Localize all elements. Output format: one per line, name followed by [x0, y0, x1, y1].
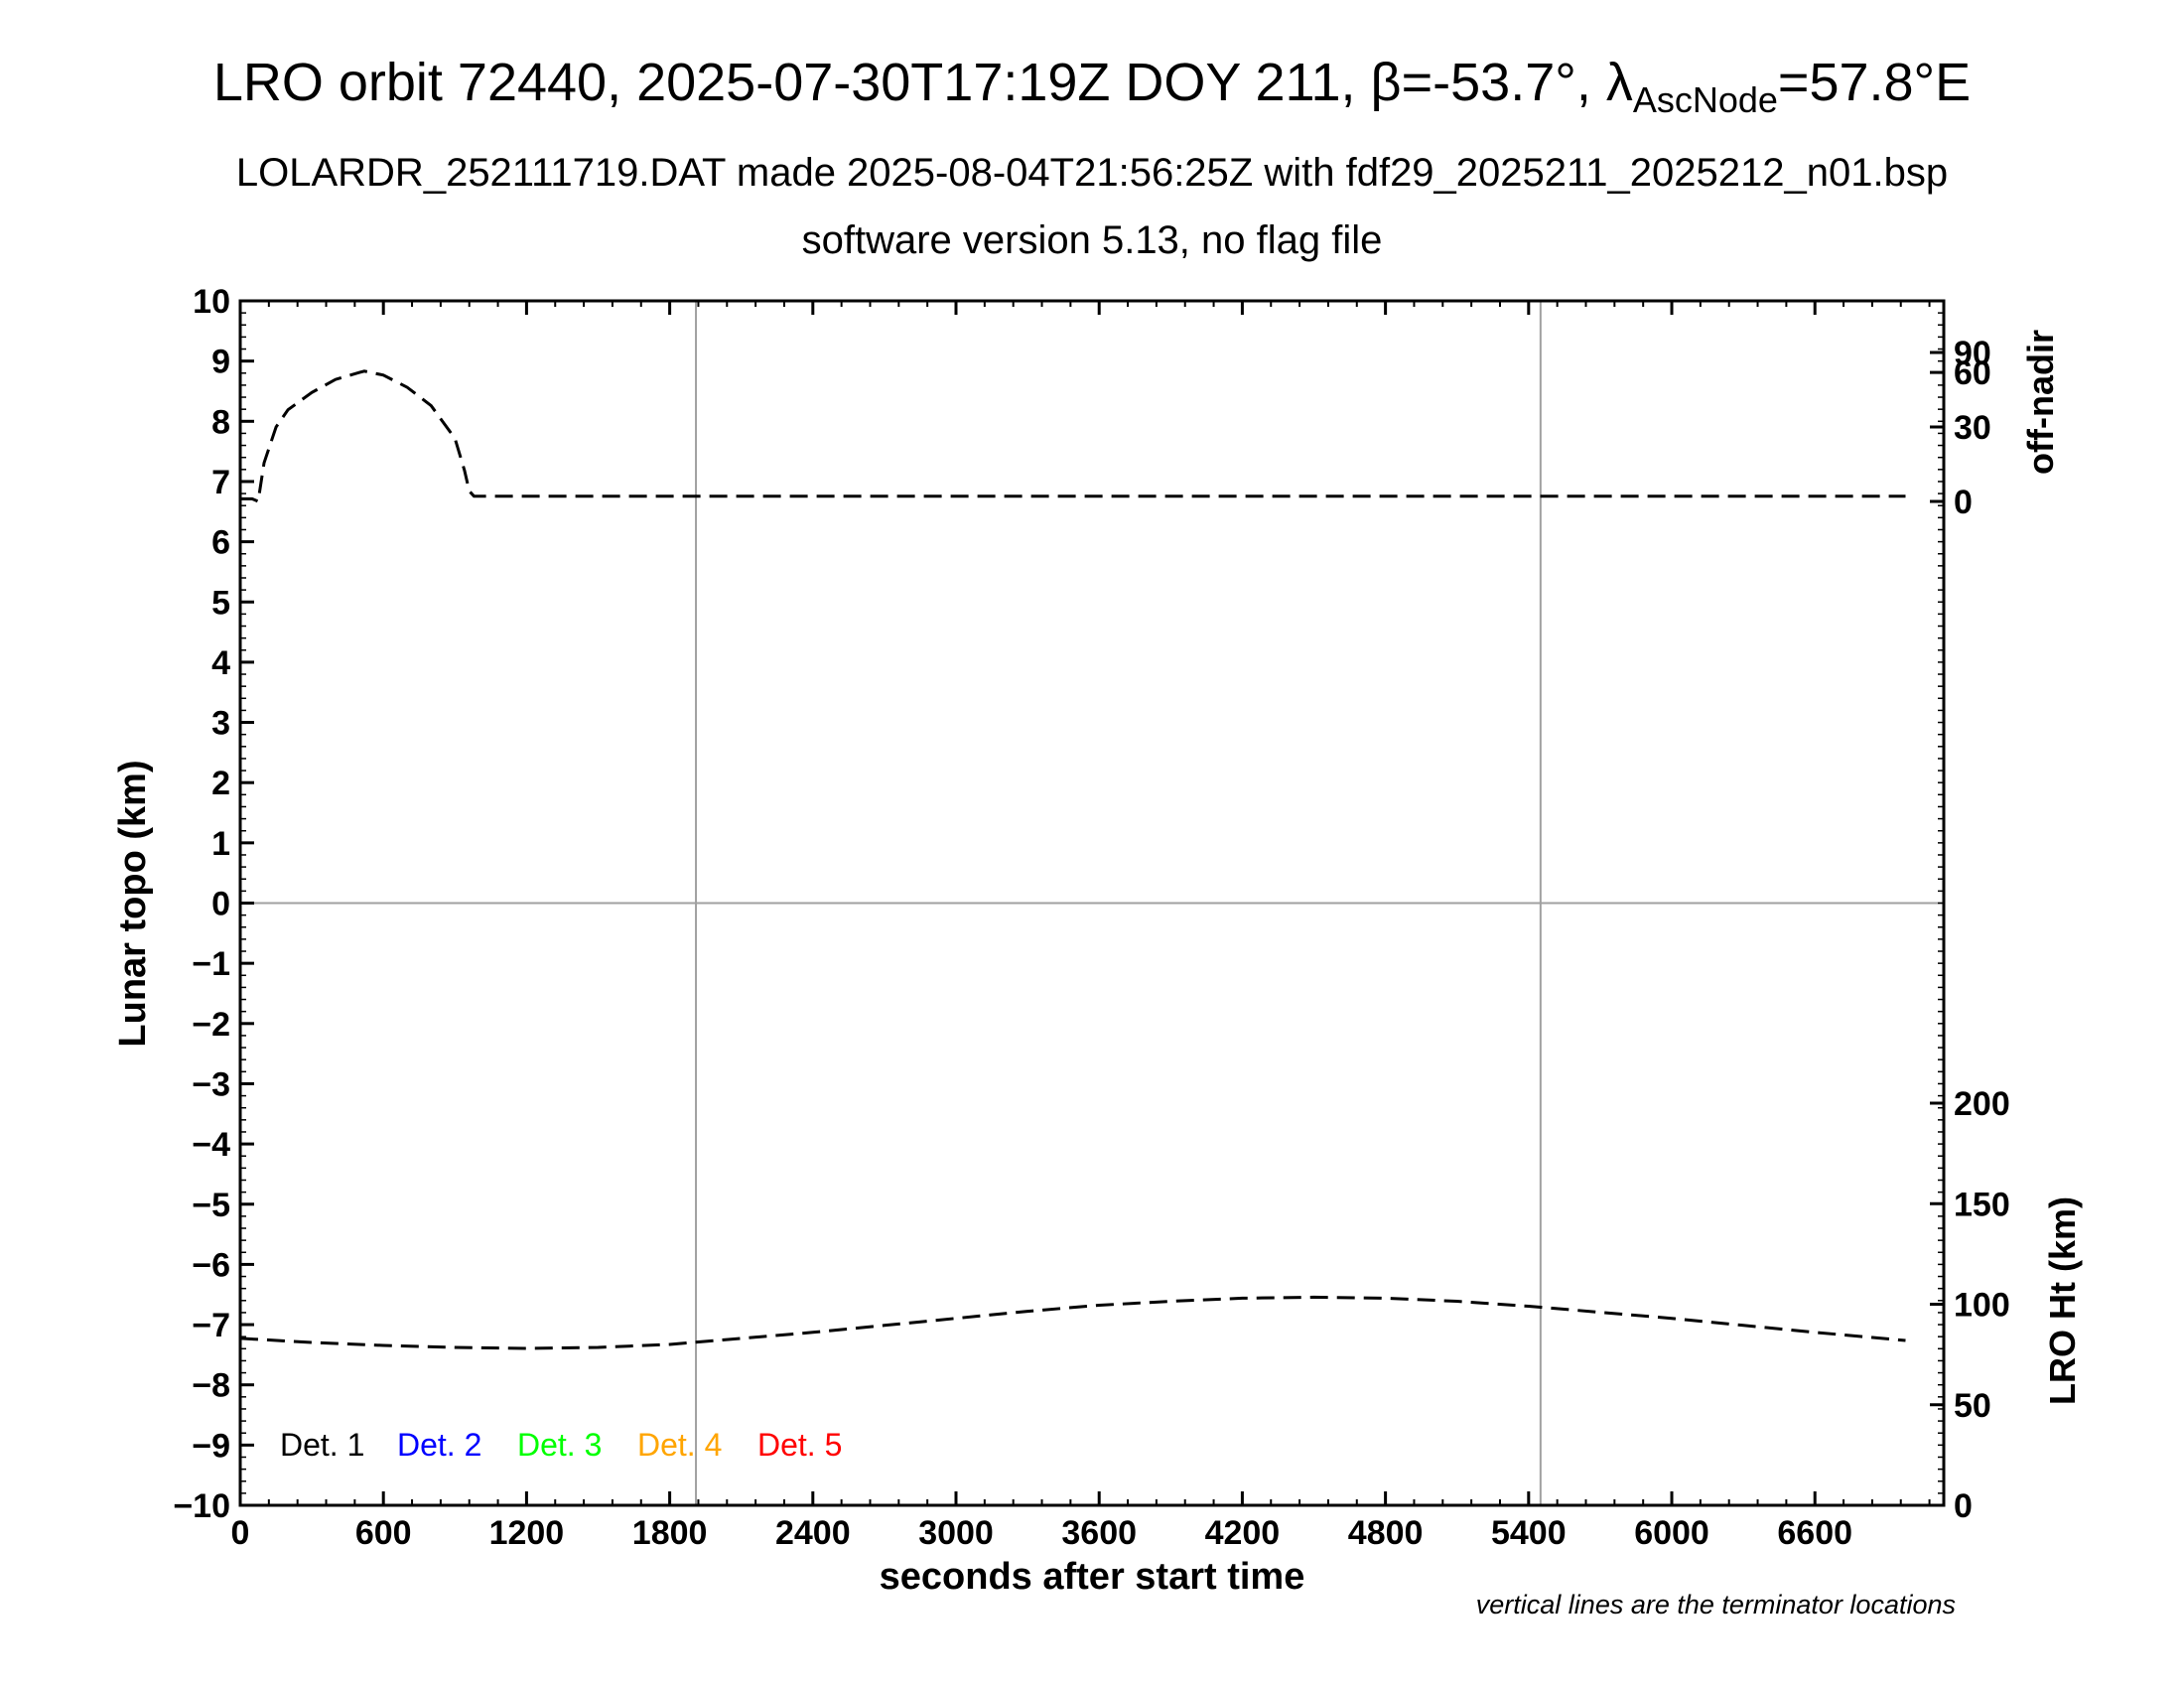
lro-ht-series-line: [239, 1295, 1906, 1350]
ht-tick-label: 150: [1954, 1186, 2010, 1223]
y-tick-label: −9: [192, 1427, 230, 1465]
y-tick-label: −1: [192, 945, 230, 983]
tick-layer: [238, 299, 1944, 1507]
series-layer: [239, 369, 1906, 1350]
offnadir-tick-label: 60: [1954, 354, 1991, 392]
terminator-note: vertical lines are the terminator locati…: [1476, 1590, 1956, 1619]
y-tick-label: 6: [211, 524, 230, 562]
y-tick-label: 0: [211, 886, 230, 923]
x-tick-label: 1200: [489, 1514, 565, 1552]
y-tick-label: 10: [193, 283, 230, 321]
title-main: LRO orbit 72440, 2025-07-30T17:19Z DOY 2…: [212, 53, 1633, 112]
offnadir-tick-label: 30: [1954, 409, 1991, 447]
ht-tick-label: 50: [1954, 1387, 1991, 1425]
x-tick-label: 3600: [1061, 1514, 1137, 1552]
y-tick-label: 3: [211, 705, 230, 743]
legend-det-1: Det. 1: [280, 1427, 364, 1463]
y-tick-label: −4: [192, 1126, 230, 1164]
x-tick-label: 0: [231, 1514, 250, 1552]
x-tick-label: 2400: [775, 1514, 851, 1552]
y-tick-label: −8: [192, 1367, 230, 1405]
y-tick-label: −7: [192, 1307, 230, 1344]
label-layer: 0 600 1200 1800 2400 3000 3600 4200 4800 5400 6000…: [173, 283, 2009, 1552]
x-tick-label: 5400: [1491, 1514, 1567, 1552]
legend-det-3: Det. 3: [517, 1427, 602, 1463]
x-tick-label: 4200: [1205, 1514, 1281, 1552]
ht-tick-label: 100: [1954, 1287, 2010, 1325]
y-tick-label: −10: [173, 1487, 230, 1525]
legend-det-2: Det. 2: [397, 1427, 481, 1463]
offnadir-series-line: [240, 369, 1906, 504]
y-tick-label: 1: [211, 825, 230, 863]
y-tick-label: 8: [211, 403, 230, 441]
legend: Det. 1 Det. 2 Det. 3 Det. 4 Det. 5: [280, 1427, 842, 1463]
y-tick-label: −6: [192, 1246, 230, 1284]
y-tick-label: 7: [211, 464, 230, 501]
x-tick-label: 1800: [632, 1514, 708, 1552]
x-tick-label: 6000: [1634, 1514, 1709, 1552]
offnadir-tick-label: 90: [1954, 335, 1991, 372]
title-subscript: AscNode: [1632, 78, 1778, 120]
x-tick-label: 3000: [918, 1514, 994, 1552]
y-tick-label: 2: [211, 765, 230, 802]
x-tick-label: 6600: [1777, 1514, 1852, 1552]
y-tick-label: −5: [192, 1187, 230, 1224]
x-tick-label: 4800: [1348, 1514, 1424, 1552]
ht-tick-label: 200: [1954, 1085, 2010, 1123]
ht-tick-label: 0: [1954, 1487, 1973, 1525]
chart-subtitle-file: LOLARDR_252111719.DAT made 2025-08-04T21…: [235, 151, 1949, 195]
lro-ht-axis-label: LRO Ht (km): [2042, 1196, 2083, 1405]
grid-layer: [240, 301, 1944, 1505]
y-tick-label: 4: [211, 644, 230, 682]
x-tick-label: 600: [355, 1514, 412, 1552]
y-tick-label: −2: [192, 1006, 230, 1044]
offnadir-axis-label: off-nadir: [2020, 330, 2061, 475]
legend-det-4: Det. 4: [637, 1427, 722, 1463]
y-tick-label: 5: [211, 584, 230, 622]
y-axis-label: Lunar topo (km): [112, 760, 154, 1047]
title-tail: =57.8°E: [1777, 53, 1972, 112]
chart-subtitle-version: software version 5.13, no flag file: [801, 218, 1383, 262]
y-tick-label: 9: [211, 344, 230, 381]
legend-det-5: Det. 5: [757, 1427, 842, 1463]
x-axis-label: seconds after start time: [880, 1556, 1305, 1598]
offnadir-tick-label: 0: [1954, 484, 1973, 521]
chart-title: LRO orbit 72440, 2025-07-30T17:19Z DOY 2…: [0, 52, 2184, 121]
y-tick-label: −3: [192, 1065, 230, 1103]
